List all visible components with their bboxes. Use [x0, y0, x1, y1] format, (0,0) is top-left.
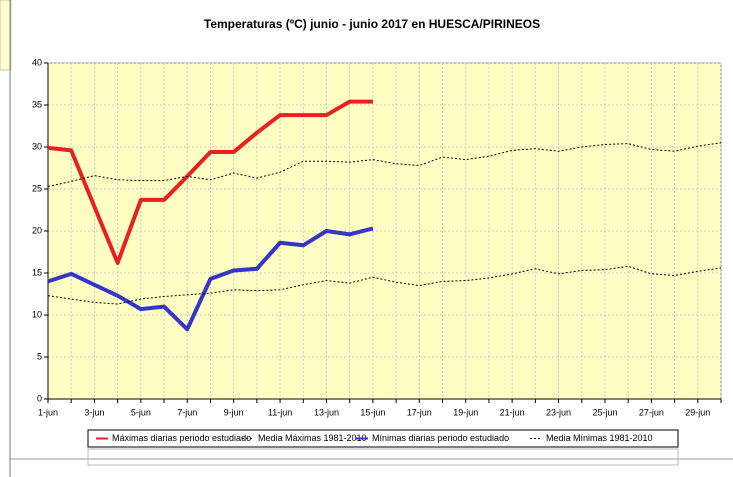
chart-title: Temperaturas (ºC) junio - junio 2017 en … — [204, 17, 540, 31]
y-tick-label: 40 — [32, 57, 42, 67]
x-tick-label: 15-jun — [360, 407, 385, 417]
x-tick-label: 3-jun — [84, 407, 104, 417]
x-tick-label: 23-jun — [546, 407, 571, 417]
x-tick-label: 19-jun — [453, 407, 478, 417]
x-tick-label: 29-jun — [685, 407, 710, 417]
x-tick-label: 5-jun — [131, 407, 151, 417]
y-tick-label: 10 — [32, 309, 42, 319]
x-tick-label: 11-jun — [268, 407, 292, 417]
x-tick-label: 27-jun — [639, 407, 664, 417]
x-tick-label: 9-jun — [224, 407, 244, 417]
y-tick-label: 0 — [37, 393, 42, 403]
legend-label: Media Mínimas 1981-2010 — [546, 433, 653, 443]
y-tick-label: 20 — [32, 225, 42, 235]
x-tick-label: 1-jun — [38, 407, 58, 417]
x-tick-label: 13-jun — [314, 407, 339, 417]
legend-label: Mínimas diarias periodo estudiado — [372, 433, 509, 443]
background-panel — [0, 0, 12, 71]
series-line — [47, 226, 374, 332]
y-tick-label: 5 — [37, 351, 42, 361]
y-tick-label: 30 — [32, 141, 42, 151]
y-tick-label: 35 — [32, 99, 42, 109]
x-tick-label: 21-jun — [500, 407, 525, 417]
x-tick-label: 25-jun — [592, 407, 617, 417]
series-line — [47, 265, 722, 305]
legend-label: Máximas diarias periodo estudiado — [112, 433, 251, 443]
legend-box — [87, 429, 679, 448]
x-tick-label: 7-jun — [177, 407, 197, 417]
x-tick-label: 17-jun — [407, 407, 432, 417]
y-tick-label: 15 — [32, 267, 42, 277]
legend-label: Media Máximas 1981-2010 — [258, 433, 367, 443]
series-line — [47, 142, 722, 187]
series-line — [47, 99, 373, 265]
ghost-legend-box — [87, 448, 679, 466]
y-tick-label: 25 — [32, 183, 42, 193]
